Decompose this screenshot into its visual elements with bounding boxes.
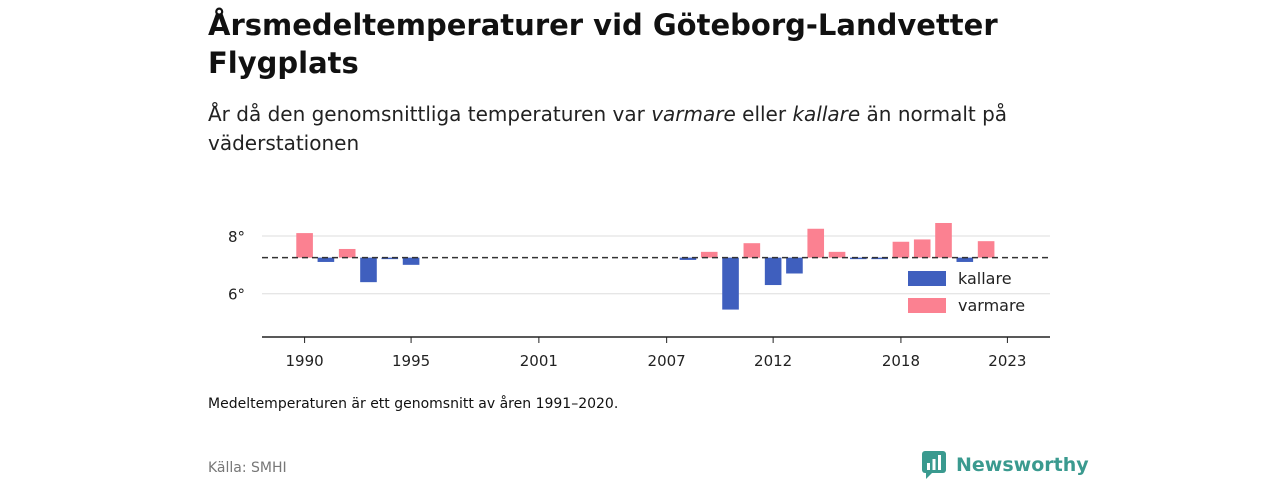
newsworthy-logo-icon xyxy=(922,451,946,479)
bar-1991 xyxy=(317,257,335,262)
bar-2021 xyxy=(956,257,974,262)
bar-2015 xyxy=(828,251,846,258)
subtitle-text: eller xyxy=(735,102,793,126)
bar-2012 xyxy=(764,257,782,286)
x-tick-label: 1990 xyxy=(286,352,324,370)
x-tick-label: 2023 xyxy=(988,352,1026,370)
bars xyxy=(296,222,995,310)
x-tick-label: 2001 xyxy=(520,352,558,370)
legend: kallare varmare xyxy=(908,269,1025,315)
y-tick-label: 6° xyxy=(228,286,245,304)
x-tick-label: 2018 xyxy=(882,352,920,370)
footnote: Medeltemperaturen är ett genomsnitt av å… xyxy=(208,396,619,412)
bar-1994 xyxy=(381,257,399,260)
bar-1992 xyxy=(338,248,356,258)
bar-2019 xyxy=(913,239,931,258)
bar-2013 xyxy=(786,257,803,274)
x-axis: 1990 1995 2001 2007 2012 2018 2023 xyxy=(262,336,1050,370)
temperature-bar-chart: 1990 1995 2001 2007 2012 2018 2023 6° 8° kallar… xyxy=(228,222,1050,370)
bar-2017 xyxy=(871,257,888,260)
subtitle-text: än normalt på väderstationen xyxy=(208,102,1008,155)
x-tick-label: 1995 xyxy=(392,352,430,370)
brand-name: Newsworthy xyxy=(956,454,1089,476)
bar-2016 xyxy=(850,257,867,260)
source-label: Källa: SMHI xyxy=(208,460,287,476)
y-tick-label: 8° xyxy=(228,228,245,246)
bar-2022 xyxy=(977,241,995,258)
bar-2011 xyxy=(743,243,761,258)
grid-lines xyxy=(262,235,1050,295)
subtitle-warm-word: varmare xyxy=(651,102,736,126)
bar-2010 xyxy=(722,257,739,310)
bar-2018 xyxy=(892,241,910,258)
bar-1990 xyxy=(296,233,313,258)
legend-swatch-kallare xyxy=(908,271,946,286)
subtitle-cold-word: kallare xyxy=(792,102,861,126)
legend-label-kallare: kallare xyxy=(958,269,1012,288)
y-axis-labels: 6° 8° xyxy=(228,228,245,304)
bar-1993 xyxy=(360,257,377,283)
x-tick-label: 2007 xyxy=(648,352,686,370)
legend-label-varmare: varmare xyxy=(958,296,1025,315)
bar-1995 xyxy=(402,257,420,265)
subtitle-text: År då den genomsnittliga temperaturen va… xyxy=(208,102,652,126)
chart-subtitle: År då den genomsnittliga temperaturen va… xyxy=(208,100,1068,158)
chart-title: Årsmedeltemperaturer vid Göteborg-Landve… xyxy=(208,8,998,80)
bar-2008 xyxy=(679,257,697,260)
legend-swatch-varmare xyxy=(908,298,946,313)
bar-2014 xyxy=(807,228,825,258)
bar-2020 xyxy=(935,222,952,258)
brand-logo: Newsworthy xyxy=(922,450,1089,480)
x-tick-label: 2012 xyxy=(754,352,792,370)
bar-2009 xyxy=(700,251,718,258)
